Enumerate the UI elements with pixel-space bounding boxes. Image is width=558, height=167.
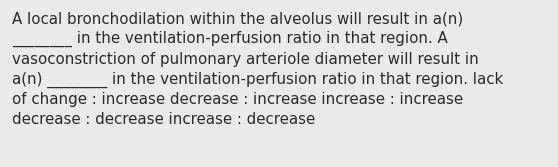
Text: A local bronchodilation within the alveolus will result in a(n)
________ in the : A local bronchodilation within the alveo… — [12, 12, 503, 127]
